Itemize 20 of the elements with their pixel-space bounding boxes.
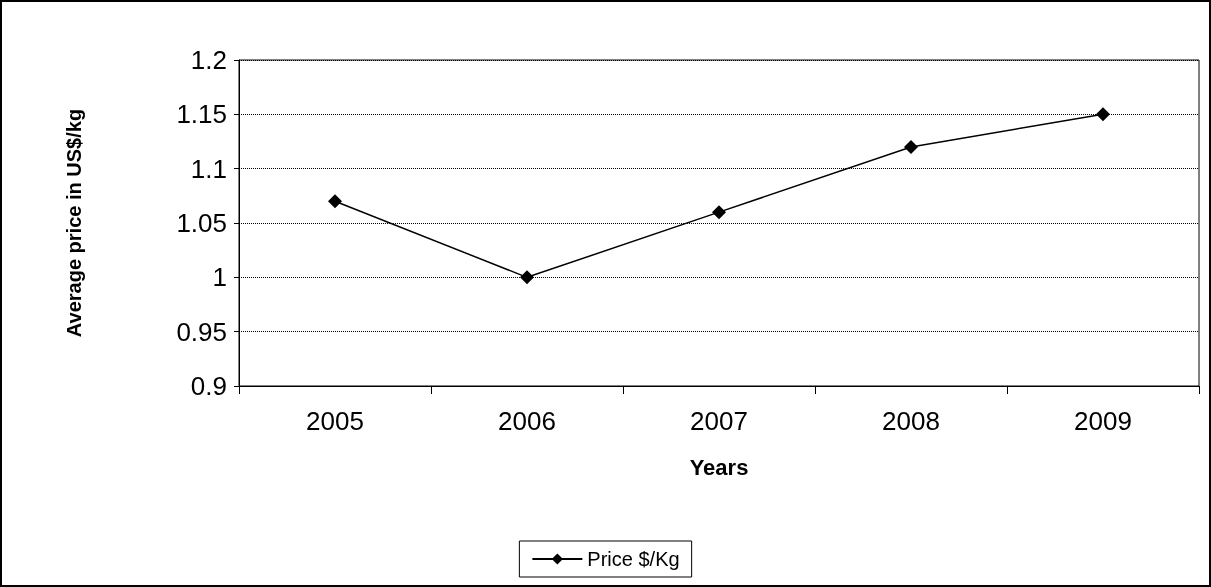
x-axis-title: Years xyxy=(689,454,749,480)
legend-label: Price $/Kg xyxy=(587,548,680,570)
y-tick-label: 1.2 xyxy=(190,45,227,75)
x-tick-label: 2009 xyxy=(1074,406,1132,436)
point xyxy=(904,139,918,154)
y-tick-label: 1.15 xyxy=(176,99,227,130)
y-tick-label: 0.9 xyxy=(190,371,227,401)
y-tick-label: 1.05 xyxy=(176,208,227,238)
y-tick-label: 1.1 xyxy=(190,153,227,184)
x-tick-label: 2008 xyxy=(882,406,940,436)
y-axis-title: Average price in US$/kg xyxy=(63,108,85,338)
y-tick-label: 1 xyxy=(212,262,227,293)
point xyxy=(712,205,726,220)
x-tick-label: 2005 xyxy=(306,406,364,436)
x-tick-label: 2007 xyxy=(690,406,748,436)
point xyxy=(1096,107,1110,122)
x-tick-label: 2006 xyxy=(498,406,556,436)
point xyxy=(520,270,534,285)
point xyxy=(328,194,342,209)
y-tick-label: 0.95 xyxy=(176,316,227,347)
